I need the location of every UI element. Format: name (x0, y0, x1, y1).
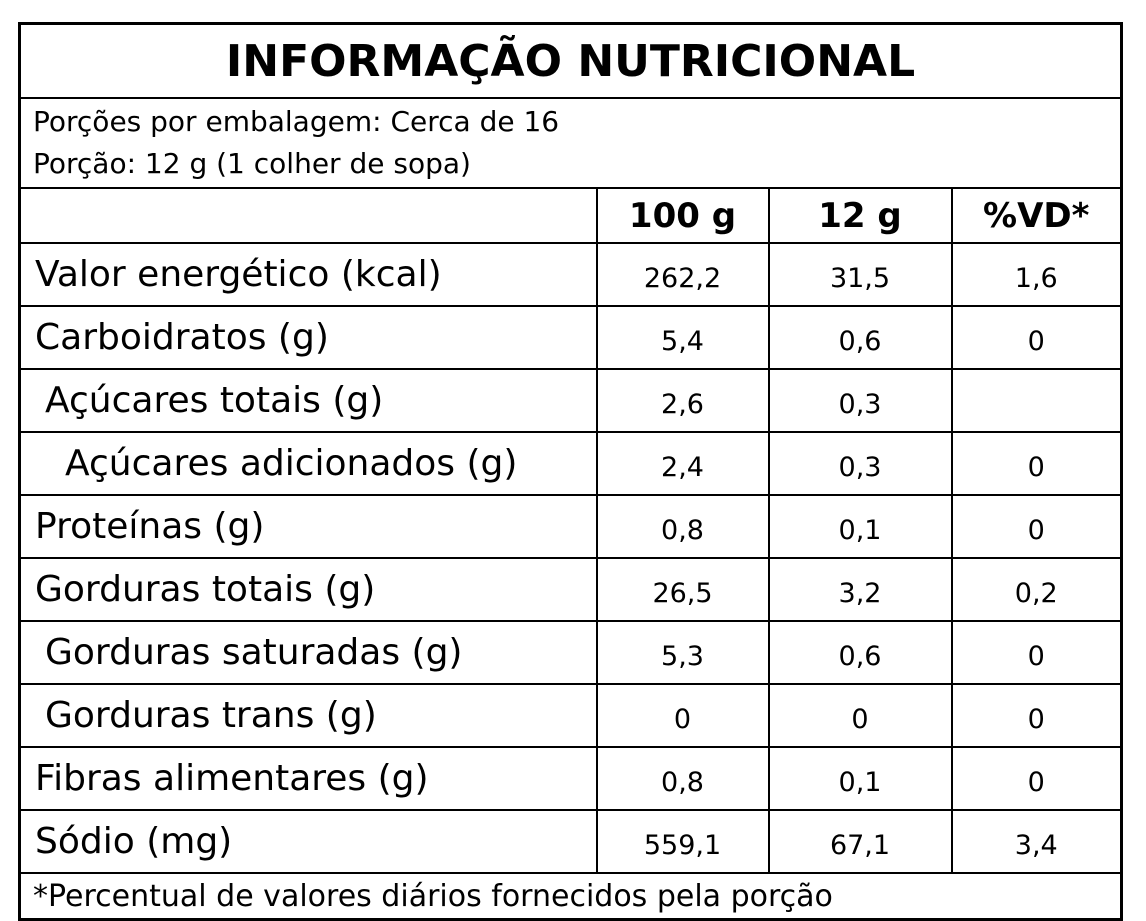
nutrient-value: 0,3 (767, 368, 953, 433)
nutrient-label: Proteínas (g) (18, 494, 598, 559)
nutrient-value: 0,3 (767, 431, 953, 496)
nutrient-value: 0,6 (767, 620, 953, 685)
serving-line: Porção: 12 g (1 colher de sopa) (33, 147, 471, 180)
nutrient-value: 1,6 (950, 242, 1123, 307)
nutrient-value: 0,8 (595, 746, 770, 811)
nutrient-label: Açúcares adicionados (g) (18, 431, 598, 496)
nutrient-label: Carboidratos (g) (18, 305, 598, 370)
serving-line: Porções por embalagem: Cerca de 16 (33, 105, 560, 138)
nutrition-table: INFORMAÇÃO NUTRICIONAL Porções por embal… (18, 22, 1123, 921)
nutrient-value: 5,4 (595, 305, 770, 370)
nutrient-value: 0,6 (767, 305, 953, 370)
column-header: %VD* (950, 187, 1123, 244)
nutrient-row: Fibras alimentares (g) 0,8 0,1 0 (18, 746, 1123, 811)
nutrient-value: 3,4 (950, 809, 1123, 874)
nutrient-value: 559,1 (595, 809, 770, 874)
header-blank (18, 187, 598, 244)
nutrient-value: 2,4 (595, 431, 770, 496)
nutrient-value: 262,2 (595, 242, 770, 307)
nutrient-label: Gorduras totais (g) (18, 557, 598, 622)
nutrient-value: 5,3 (595, 620, 770, 685)
nutrient-label: Fibras alimentares (g) (18, 746, 598, 811)
nutrient-value: 0 (950, 746, 1123, 811)
nutrient-value: 31,5 (767, 242, 953, 307)
nutrient-value: 0,1 (767, 746, 953, 811)
nutrient-value: 2,6 (595, 368, 770, 433)
table-body: Valor energético (kcal) 262,2 31,5 1,6 Carbo… (18, 242, 1123, 874)
nutrient-row: Proteínas (g) 0,8 0,1 0 (18, 494, 1123, 559)
footnote: *Percentual de valores diários fornecido… (18, 872, 1123, 921)
nutrient-value: 0 (767, 683, 953, 748)
title: INFORMAÇÃO NUTRICIONAL (18, 22, 1123, 99)
nutrient-row: Açúcares adicionados (g) 2,4 0,3 0 (18, 431, 1123, 496)
nutrient-row: Sódio (mg) 559,1 67,1 3,4 (18, 809, 1123, 874)
nutrient-value (950, 368, 1123, 433)
nutrient-value: 0,8 (595, 494, 770, 559)
nutrient-row: Açúcares totais (g) 2,6 0,3 (18, 368, 1123, 433)
nutrient-label: Gorduras trans (g) (18, 683, 598, 748)
nutrient-label: Gorduras saturadas (g) (18, 620, 598, 685)
nutrient-value: 0 (950, 494, 1123, 559)
nutrient-label: Açúcares totais (g) (18, 368, 598, 433)
servings: Porções por embalagem: Cerca de 16 Porçã… (18, 97, 1123, 189)
nutrient-value: 0 (595, 683, 770, 748)
nutrient-row: Gorduras trans (g) 0 0 0 (18, 683, 1123, 748)
nutrient-value: 3,2 (767, 557, 953, 622)
nutrient-value: 0,1 (767, 494, 953, 559)
nutrient-value: 0 (950, 431, 1123, 496)
column-header: 12 g (767, 187, 953, 244)
column-header: 100 g (595, 187, 770, 244)
nutrient-value: 0,2 (950, 557, 1123, 622)
nutrient-value: 67,1 (767, 809, 953, 874)
nutrient-row: Gorduras totais (g) 26,5 3,2 0,2 (18, 557, 1123, 622)
nutrient-row: Valor energético (kcal) 262,2 31,5 1,6 (18, 242, 1123, 307)
nutrient-label: Sódio (mg) (18, 809, 598, 874)
nutrient-row: Carboidratos (g) 5,4 0,6 0 (18, 305, 1123, 370)
nutrient-label: Valor energético (kcal) (18, 242, 598, 307)
page: INFORMAÇÃO NUTRICIONAL Porções por embal… (18, 22, 1123, 921)
nutrient-value: 0 (950, 683, 1123, 748)
nutrient-row: Gorduras saturadas (g) 5,3 0,6 0 (18, 620, 1123, 685)
nutrient-value: 0 (950, 620, 1123, 685)
nutrient-value: 26,5 (595, 557, 770, 622)
nutrient-value: 0 (950, 305, 1123, 370)
